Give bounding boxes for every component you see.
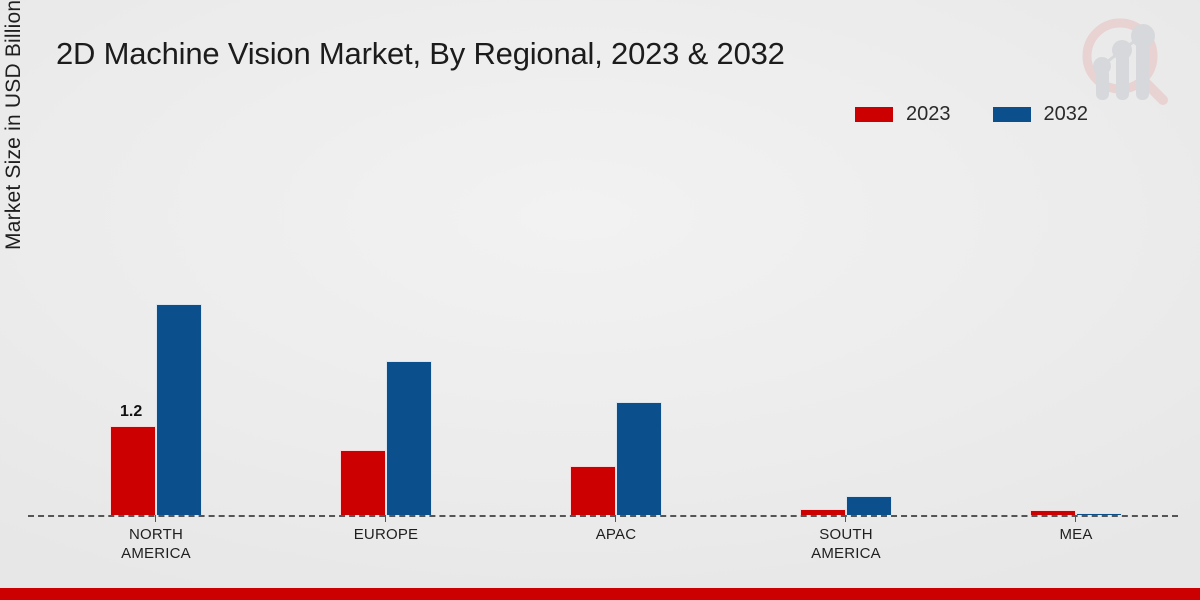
x-tick-north-america	[155, 515, 156, 522]
x-label-line2: AMERICA	[811, 545, 881, 562]
x-label-line1: APAC	[595, 526, 637, 543]
bar-group-south-america: SOUTH AMERICA	[800, 215, 892, 562]
x-tick-apac	[615, 515, 616, 522]
bar-europe-2032[interactable]	[386, 361, 432, 515]
x-tick-europe	[385, 515, 386, 522]
bar-apac-2032[interactable]	[616, 402, 662, 515]
legend-label-2032: 2032	[1043, 103, 1089, 125]
legend-item-2032[interactable]: 2032	[992, 103, 1089, 126]
footer-accent-band	[0, 588, 1200, 600]
x-label-line1: SOUTH	[819, 526, 873, 543]
bar-group-mea: MEA	[1030, 215, 1122, 543]
legend-item-2023[interactable]: 2023	[855, 103, 951, 126]
bar-north-america-2032[interactable]	[156, 304, 202, 515]
x-label-south-america: SOUTH AMERICA	[770, 525, 922, 563]
legend-label-2023: 2023	[906, 103, 951, 125]
x-label-line1: MEA	[1059, 526, 1093, 543]
legend-swatch-2023	[855, 107, 893, 122]
bar-mea-2023[interactable]	[1030, 510, 1076, 515]
bar-apac-2023[interactable]	[570, 466, 616, 515]
chart-title: 2D Machine Vision Market, By Regional, 2…	[56, 36, 785, 71]
x-label-europe: EUROPE	[310, 525, 462, 544]
bar-group-apac: APAC	[570, 215, 662, 543]
bar-mea-2032[interactable]	[1076, 513, 1122, 515]
x-tick-south-america	[845, 515, 846, 522]
bar-south-america-2023[interactable]	[800, 509, 846, 515]
legend-swatch-2032	[992, 107, 1031, 122]
bar-north-america-2023[interactable]	[110, 426, 156, 515]
bar-europe-2023[interactable]	[340, 450, 386, 515]
x-label-mea: MEA	[1000, 525, 1152, 544]
bar-group-europe: EUROPE	[340, 215, 432, 543]
x-label-line1: EUROPE	[353, 526, 419, 543]
x-axis-baseline	[28, 515, 1178, 517]
x-label-line1: NORTH	[128, 526, 184, 543]
x-label-line2: AMERICA	[121, 545, 191, 562]
chart-legend: 2023 2032	[855, 103, 1088, 126]
bar-south-america-2032[interactable]	[846, 496, 892, 515]
bar-value-north-america-2023: 1.2	[120, 403, 143, 420]
x-label-north-america: NORTH AMERICA	[80, 525, 232, 563]
bar-group-north-america: 1.2 NORTH AMERICA	[110, 215, 202, 562]
x-tick-mea	[1075, 515, 1076, 522]
x-label-apac: APAC	[540, 525, 692, 544]
